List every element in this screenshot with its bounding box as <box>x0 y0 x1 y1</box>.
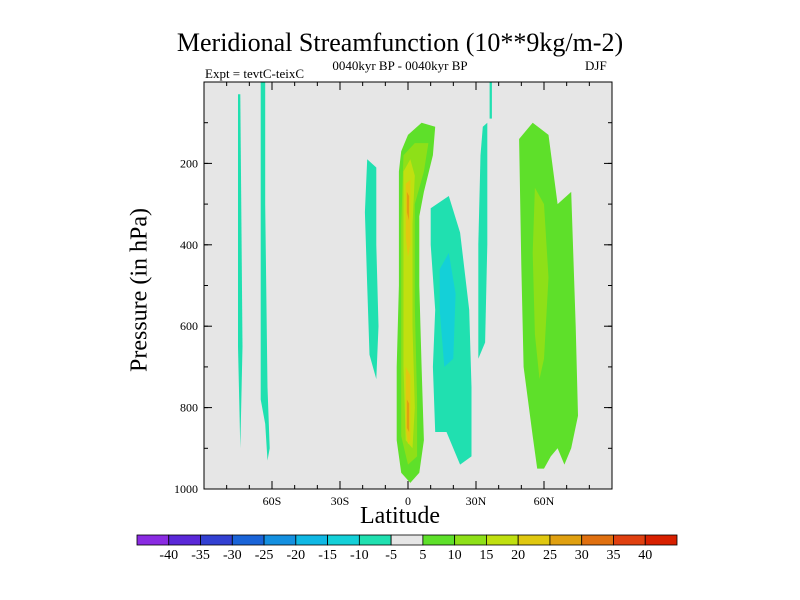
colorbar-swatch <box>295 534 328 546</box>
colorbar-swatch <box>327 534 360 546</box>
colorbar-label: -35 <box>191 548 210 563</box>
y-tick-label: 600 <box>180 319 198 333</box>
colorbar-swatch <box>200 534 233 546</box>
colorbar-label: 20 <box>511 548 525 563</box>
colorbar-label: 15 <box>479 548 493 563</box>
colorbar-label: -10 <box>350 548 369 563</box>
contour-region-6 <box>489 82 492 119</box>
colorbar-swatch <box>613 534 646 546</box>
colorbar-swatch <box>168 534 201 546</box>
contour-region-4 <box>439 252 456 367</box>
contour-region-2 <box>364 159 379 380</box>
colorbar-swatch <box>454 534 487 546</box>
contour-region-12 <box>406 191 410 221</box>
colorbar-swatch <box>231 534 265 546</box>
colorbar-swatch <box>263 534 297 546</box>
y-tick-label: 1000 <box>174 482 198 496</box>
x-tick-label: 60N <box>534 494 555 508</box>
colorbar-swatch <box>136 534 170 546</box>
colorbar-label: -40 <box>159 548 178 563</box>
colorbar-label: -15 <box>318 548 337 563</box>
colorbar-label: -5 <box>385 548 397 563</box>
x-axis-label: Latitude <box>360 503 440 529</box>
colorbar-swatch <box>644 534 678 546</box>
x-tick-label: 60S <box>263 494 282 508</box>
x-tick-label: 0 <box>405 494 411 508</box>
colorbar-label: 5 <box>419 548 426 563</box>
season-label: DJF <box>585 58 607 73</box>
y-tick-label: 800 <box>180 401 198 415</box>
colorbar-label: -30 <box>223 548 242 563</box>
colorbar-swatch <box>390 534 424 546</box>
y-tick-label: 400 <box>180 238 198 252</box>
colorbar-label: -20 <box>286 548 305 563</box>
colorbar-label: 40 <box>638 548 652 563</box>
colorbar-swatch <box>549 534 583 546</box>
contour-region-14 <box>519 122 578 469</box>
experiment-label: Expt = tevtC-teixC <box>205 66 305 81</box>
contour-region-10 <box>405 179 411 257</box>
colorbar-label: 30 <box>575 548 589 563</box>
y-tick-label: 200 <box>180 156 198 170</box>
colorbar-swatch <box>517 534 551 546</box>
colorbar-swatch <box>581 534 614 546</box>
colorbar-label: 10 <box>448 548 462 563</box>
colorbar-swatch <box>422 534 456 546</box>
colorbar-swatch <box>486 534 519 546</box>
contour-region-1 <box>260 82 270 461</box>
period-label: 0040kyr BP - 0040kyr BP <box>332 58 468 73</box>
contour-region-15 <box>532 187 549 380</box>
x-tick-label: 30N <box>466 494 487 508</box>
contour-region-0 <box>238 94 243 449</box>
colorbar-label: -25 <box>255 548 274 563</box>
colorbar-swatch <box>358 534 392 546</box>
contour-region-5 <box>478 122 488 359</box>
colorbar-label: 35 <box>606 548 620 563</box>
x-tick-label: 30S <box>331 494 350 508</box>
colorbar-label: 25 <box>543 548 557 563</box>
contour-region-13 <box>406 399 410 432</box>
chart-title: Meridional Streamfunction (10**9kg/m-2) <box>176 28 624 57</box>
